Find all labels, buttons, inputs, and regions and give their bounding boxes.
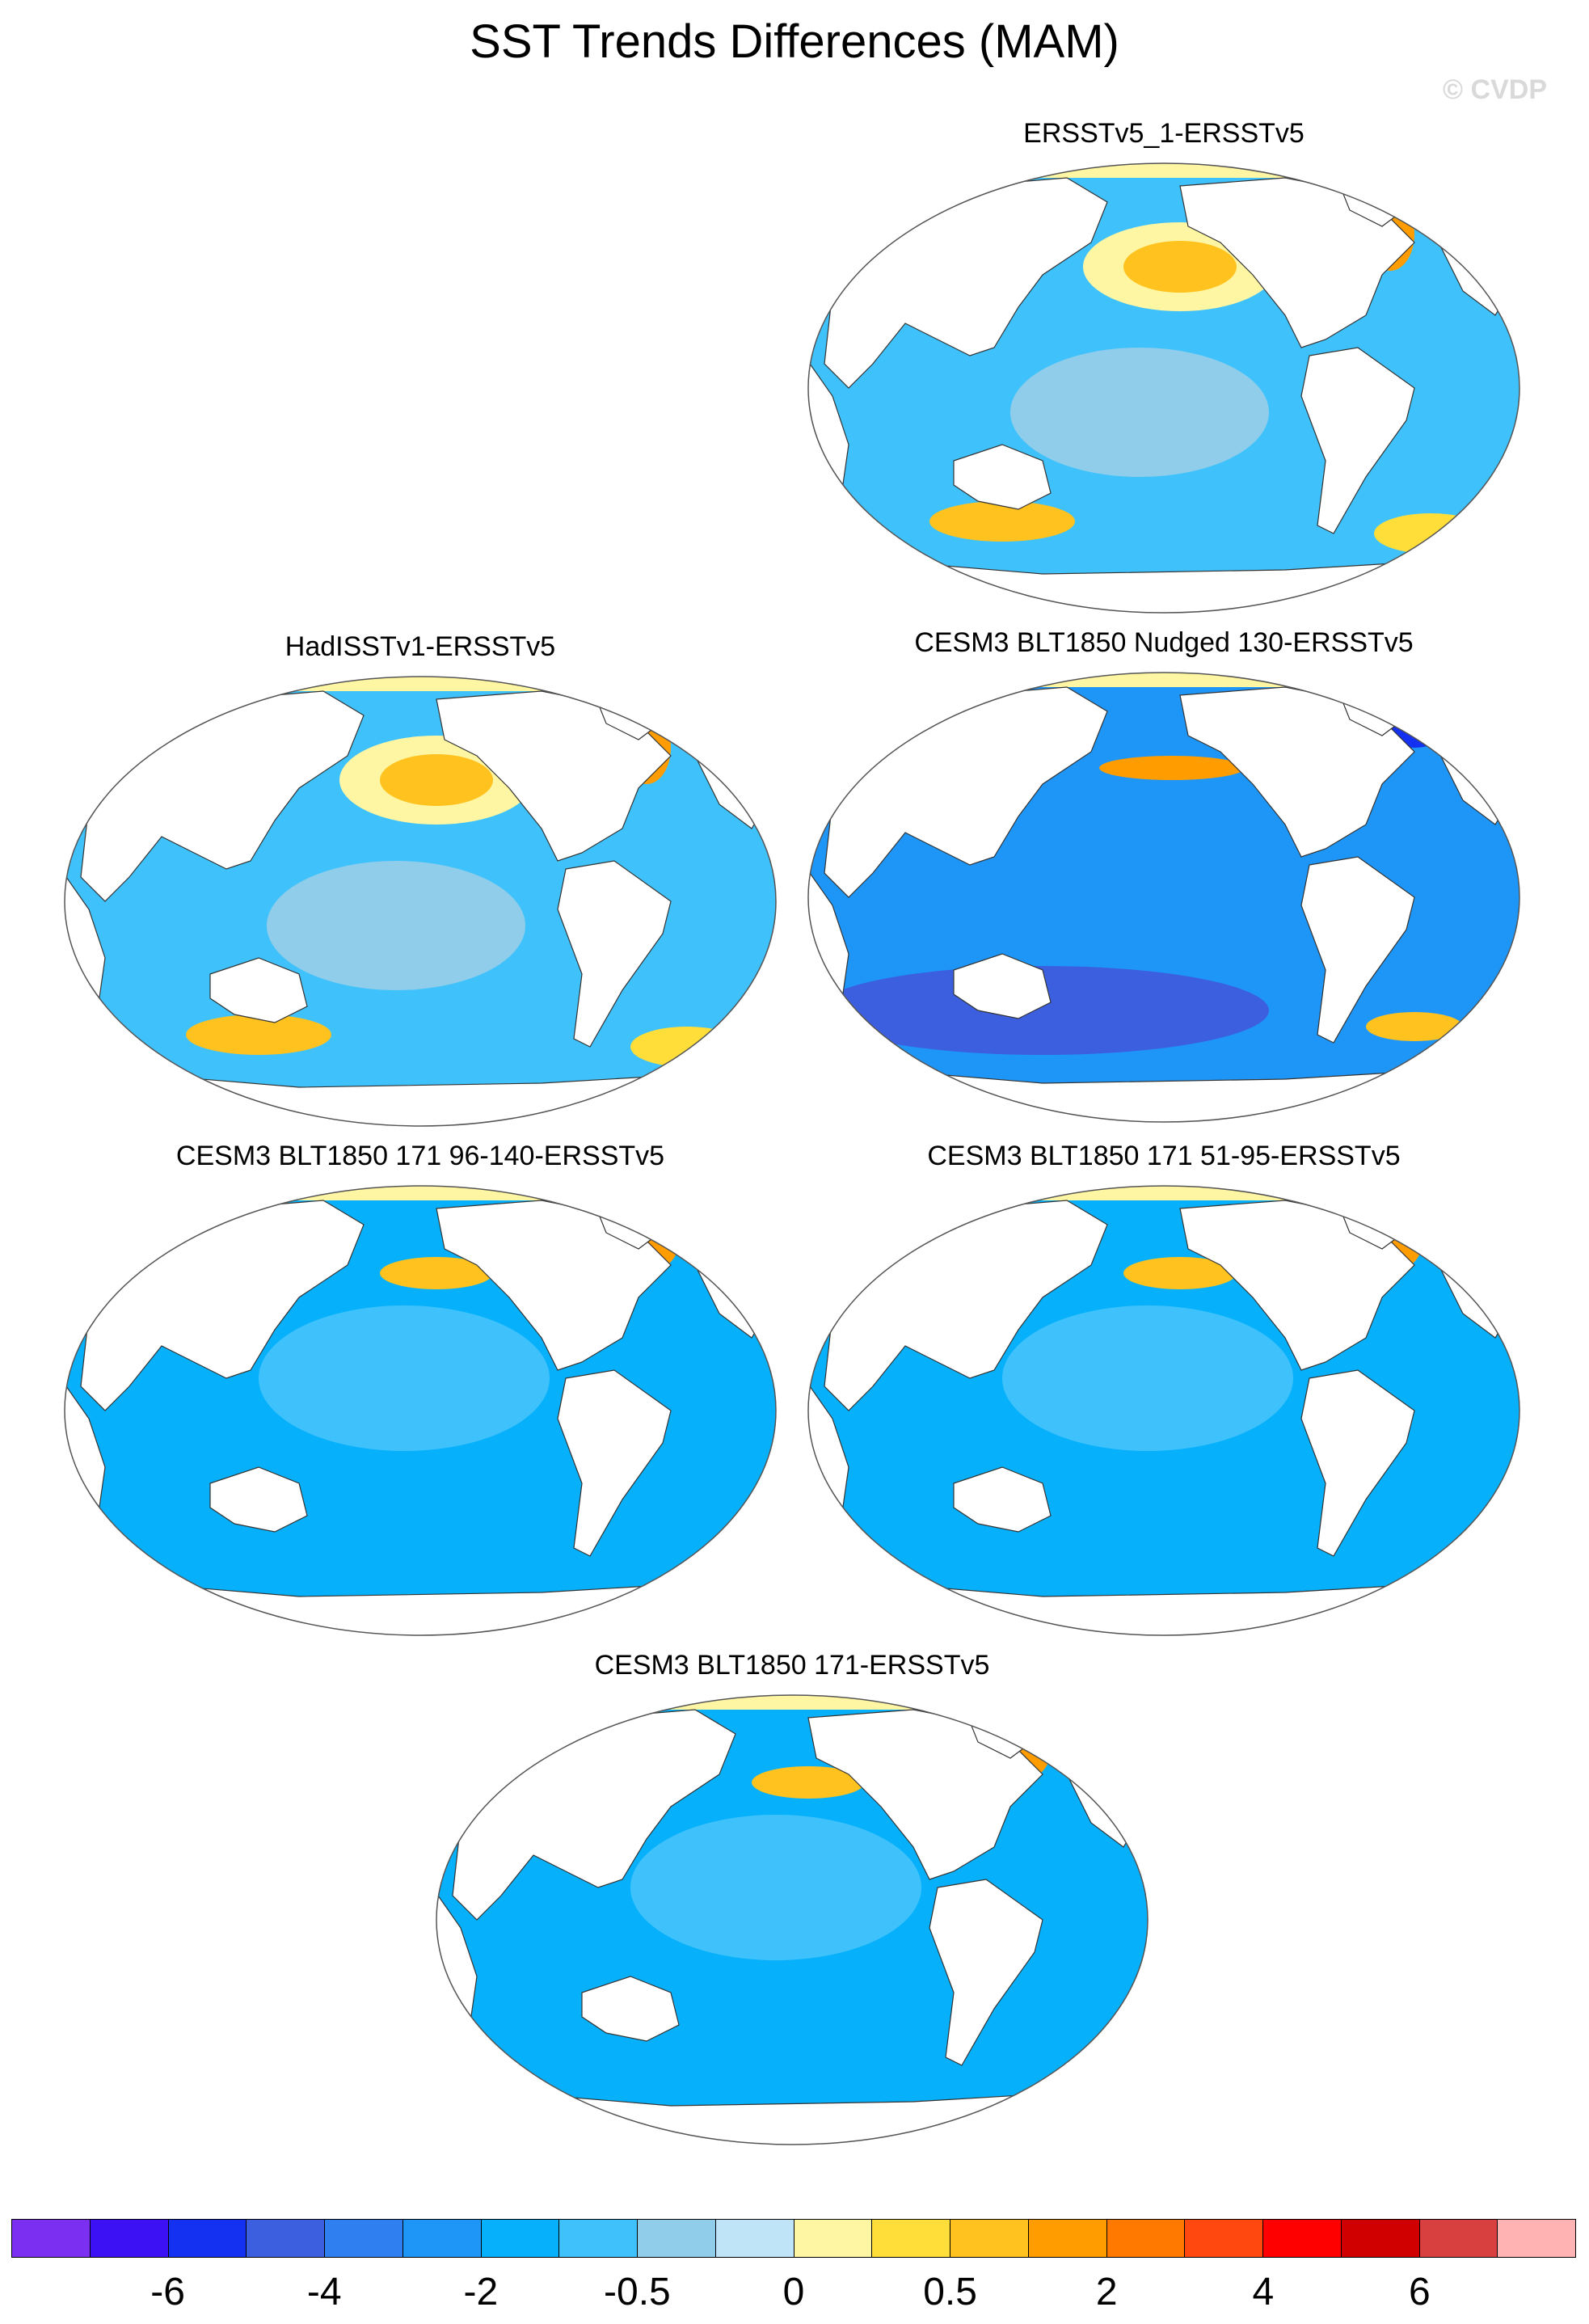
anomaly-patch	[1123, 241, 1237, 293]
panel-title: ERSSTv5_1-ERSSTv5	[1023, 118, 1304, 149]
map-field	[65, 677, 776, 1126]
anomaly-patch	[816, 966, 1269, 1055]
map-panel-ersstv5-1: ERSSTv5_1-ERSSTv5	[800, 113, 1528, 622]
colorbar-swatch	[11, 2220, 91, 2257]
map-border	[807, 672, 1520, 1123]
map-field	[436, 1695, 1148, 2145]
map-field	[808, 1186, 1519, 1635]
panel-title: CESM3 BLT1850 171 96-140-ERSSTv5	[175, 1141, 665, 1171]
anomaly-patch	[630, 1815, 921, 1960]
colorbar-swatch	[794, 2220, 873, 2257]
australia-landmass	[209, 1466, 308, 1533]
colorbar-swatch	[1419, 2220, 1498, 2257]
sst-map	[807, 1185, 1520, 1636]
panel-title: CESM3 BLT1850 Nudged 130-ERSSTv5	[914, 627, 1414, 658]
colorbar-tick-label: 0.5	[923, 2271, 977, 2313]
panel-title: CESM3 BLT1850 171-ERSSTv5	[594, 1650, 990, 1681]
colorbar-swatch	[1341, 2220, 1420, 2257]
anomaly-patch	[1366, 1012, 1463, 1041]
south-america-landmass	[557, 860, 672, 1048]
colorbar-swatch	[1185, 2220, 1263, 2257]
australia-landmass	[953, 1466, 1052, 1533]
anomaly-patch	[752, 1766, 865, 1799]
sst-map	[436, 1694, 1149, 2145]
anomaly-patch	[380, 754, 493, 806]
australia-landmass	[209, 957, 308, 1023]
australia-landmass	[953, 953, 1052, 1019]
anomaly-patch	[1123, 1257, 1237, 1289]
anomaly-patch	[267, 861, 525, 990]
panel-title: HadISSTv1-ERSSTv5	[285, 631, 556, 662]
map-border	[807, 1185, 1520, 1636]
anomaly-patch	[1010, 348, 1269, 477]
colorbar-swatch	[90, 2220, 169, 2257]
australia-landmass	[953, 444, 1052, 510]
colorbar-swatch	[325, 2220, 403, 2257]
colorbar-swatch	[1028, 2220, 1107, 2257]
anomaly-patch	[259, 1305, 550, 1451]
colorbar-tick-label: 4	[1252, 2271, 1275, 2313]
anomaly-patch	[1002, 1305, 1293, 1451]
panel-title: CESM3 BLT1850 171 51-95-ERSSTv5	[927, 1141, 1401, 1171]
colorbar	[11, 2219, 1576, 2258]
colorbar-swatch	[247, 2220, 325, 2257]
map-panel-171-96-140: CESM3 BLT1850 171 96-140-ERSSTv5	[57, 1136, 784, 1645]
map-field	[808, 673, 1519, 1122]
south-america-landmass	[1300, 347, 1415, 534]
page-title: SST Trends Differences (MAM)	[470, 15, 1119, 68]
colorbar-swatch	[1106, 2220, 1186, 2257]
colorbar-swatch	[559, 2220, 638, 2257]
colorbar-swatch	[1498, 2220, 1576, 2257]
map-border	[64, 676, 777, 1127]
south-america-landmass	[1300, 856, 1415, 1044]
map-field	[65, 1186, 776, 1635]
colorbar-swatch	[168, 2220, 247, 2257]
ocean-field	[808, 673, 1519, 1122]
map-field	[808, 163, 1519, 613]
anomaly-patch	[186, 1014, 331, 1055]
anomaly-patch	[1374, 513, 1487, 554]
anomaly-patch	[380, 1257, 493, 1289]
anomaly-patch	[929, 501, 1075, 542]
colorbar-tick-label: 6	[1409, 2271, 1431, 2313]
sst-map	[64, 1185, 777, 1636]
cvdp-watermark: © CVDP	[1443, 74, 1547, 105]
colorbar-swatch	[481, 2220, 560, 2257]
map-border	[436, 1694, 1149, 2145]
map-panel-171-51-95: CESM3 BLT1850 171 51-95-ERSSTv5	[800, 1136, 1528, 1645]
map-border	[64, 1185, 777, 1636]
colorbar-swatch	[403, 2220, 482, 2257]
south-america-landmass	[1300, 1369, 1415, 1557]
south-america-landmass	[929, 1879, 1043, 2066]
map-panel-hadisst: HadISSTv1-ERSSTv5	[57, 626, 784, 1136]
colorbar-tick-label: 0	[782, 2271, 805, 2313]
map-panel-171: CESM3 BLT1850 171-ERSSTv5	[428, 1645, 1156, 2154]
south-america-landmass	[557, 1369, 672, 1557]
colorbar-swatch	[1263, 2220, 1342, 2257]
sst-map	[807, 672, 1520, 1123]
colorbar-swatch	[872, 2220, 950, 2257]
colorbar-tick-label: -0.5	[604, 2271, 671, 2313]
colorbar-tick-label: 2	[1095, 2271, 1118, 2313]
sst-map	[64, 676, 777, 1127]
map-border	[807, 162, 1520, 614]
colorbar-tick-label: -2	[463, 2271, 499, 2313]
australia-landmass	[581, 1976, 680, 2042]
colorbar-swatch	[715, 2220, 794, 2257]
sst-map	[807, 162, 1520, 614]
anomaly-patch	[1099, 756, 1245, 780]
colorbar-tick-label: -4	[306, 2271, 342, 2313]
colorbar-swatch	[638, 2220, 716, 2257]
anomaly-patch	[630, 1027, 744, 1067]
map-panel-nudged-130: CESM3 BLT1850 Nudged 130-ERSSTv5	[800, 622, 1528, 1132]
colorbar-swatch	[950, 2220, 1029, 2257]
colorbar-tick-label: -6	[150, 2271, 185, 2313]
